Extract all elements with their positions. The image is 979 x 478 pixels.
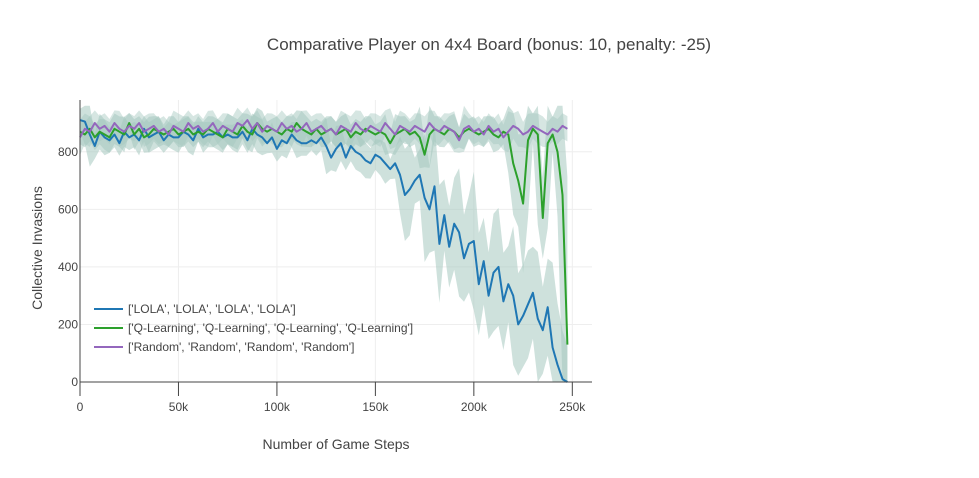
y-tick-label-4: 800 [58,145,78,159]
x-tick-label-3: 150k [362,400,389,414]
legend-label-1[interactable]: ['Q-Learning', 'Q-Learning', 'Q-Learning… [128,321,413,335]
series-line-2[interactable] [79,119,568,142]
series-line-0[interactable] [79,119,568,383]
y-tick-label-2: 400 [58,260,78,274]
y-tick-label-0: 0 [71,375,78,389]
x-axis-title: Number of Game Steps [262,436,409,452]
series-lines [79,119,569,383]
x-tick-label-5: 250k [559,400,586,414]
chart-title: Comparative Player on 4x4 Board (bonus: … [267,35,711,54]
band-series-2 [80,105,568,156]
y-tick-label-3: 600 [58,202,78,216]
legend-label-0[interactable]: ['LOLA', 'LOLA', 'LOLA', 'LOLA'] [128,302,296,316]
x-tick-label-0: 0 [77,400,84,414]
y-tick-label-1: 200 [58,317,78,331]
x-tick-label-2: 100k [264,400,291,414]
x-tick-labels: 0 50k 100k 150k 200k 250k [77,382,586,414]
legend[interactable]: ['LOLA', 'LOLA', 'LOLA', 'LOLA'] ['Q-Lear… [94,302,413,354]
x-tick-label-4: 200k [461,400,488,414]
x-tick-label-1: 50k [169,400,189,414]
y-axis-title: Collective Invasions [29,186,45,310]
axes [79,100,592,383]
y-tick-labels: 0 200 400 600 800 [58,145,78,389]
band-series-1 [80,105,568,383]
legend-label-2[interactable]: ['Random', 'Random', 'Random', 'Random'] [128,340,354,354]
